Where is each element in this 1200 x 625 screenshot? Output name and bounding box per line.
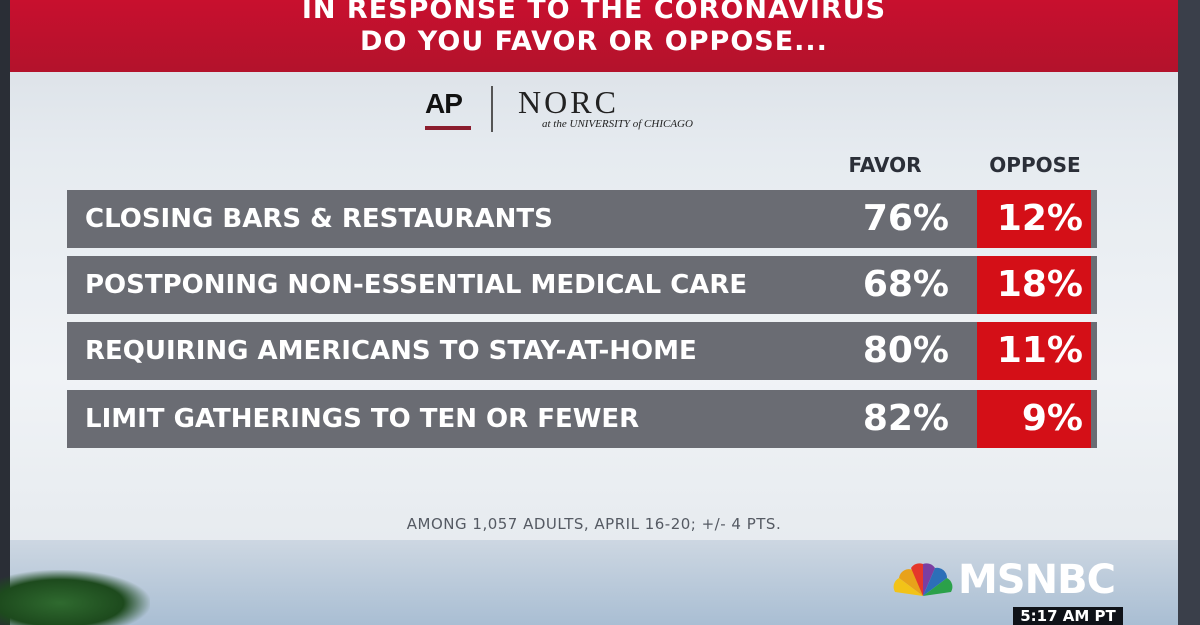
column-header-favor: FAVOR xyxy=(848,153,922,177)
table-row: REQUIRING AMERICANS TO STAY-AT-HOME 80% 11… xyxy=(67,322,1097,380)
logo-divider xyxy=(491,86,493,132)
norc-logo-subtitle: at the UNIVERSITY of CHICAGO xyxy=(542,118,693,130)
oppose-cell: 12% xyxy=(977,190,1091,248)
norc-logo: NORC xyxy=(518,84,619,120)
nbc-peacock-icon xyxy=(893,563,953,596)
title-banner: IN RESPONSE TO THE CORONAVIRUS DO YOU FA… xyxy=(10,0,1178,72)
table-row: LIMIT GATHERINGS TO TEN OR FEWER 82% 9% xyxy=(67,390,1097,448)
favor-value: 76% xyxy=(862,198,949,239)
favor-value: 82% xyxy=(862,398,949,439)
chart-title-line-1: IN RESPONSE TO THE CORONAVIRUS xyxy=(301,0,887,25)
row-label: POSTPONING NON-ESSENTIAL MEDICAL CARE xyxy=(85,270,748,300)
oppose-cell: 18% xyxy=(977,256,1091,314)
oppose-cell: 11% xyxy=(977,322,1091,380)
favor-value: 68% xyxy=(862,264,949,305)
column-header-oppose: OPPOSE xyxy=(989,153,1081,177)
broadcast-screen: IN RESPONSE TO THE CORONAVIRUS DO YOU FA… xyxy=(10,0,1178,625)
oppose-cell: 9% xyxy=(977,390,1091,448)
row-label: CLOSING BARS & RESTAURANTS xyxy=(85,204,553,234)
row-label: REQUIRING AMERICANS TO STAY-AT-HOME xyxy=(85,336,697,366)
tv-bezel-left xyxy=(0,0,10,625)
chart-footnote: AMONG 1,057 ADULTS, APRIL 16-20; +/- 4 P… xyxy=(406,515,782,533)
tv-bezel-right xyxy=(1178,0,1200,625)
chart-title-line-2: DO YOU FAVOR OR OPPOSE... xyxy=(360,26,828,57)
table-row: POSTPONING NON-ESSENTIAL MEDICAL CARE 68%… xyxy=(67,256,1097,314)
oppose-value: 12% xyxy=(996,198,1083,239)
ap-logo: AP xyxy=(425,88,463,119)
row-label: LIMIT GATHERINGS TO TEN OR FEWER xyxy=(85,404,640,434)
oppose-value: 9% xyxy=(1021,398,1083,439)
oppose-value: 11% xyxy=(996,330,1083,371)
lower-background-band xyxy=(10,540,1178,625)
time-display: 5:17 AM PT xyxy=(1013,607,1123,625)
favor-value: 80% xyxy=(862,330,949,371)
oppose-value: 18% xyxy=(996,264,1083,305)
foreground-object xyxy=(0,570,150,625)
ap-logo-underline xyxy=(425,126,471,130)
time-text: 5:17 AM PT xyxy=(1020,607,1116,625)
msnbc-logo: MSNBC xyxy=(958,557,1116,603)
table-row: CLOSING BARS & RESTAURANTS 76% 12% xyxy=(67,190,1097,248)
